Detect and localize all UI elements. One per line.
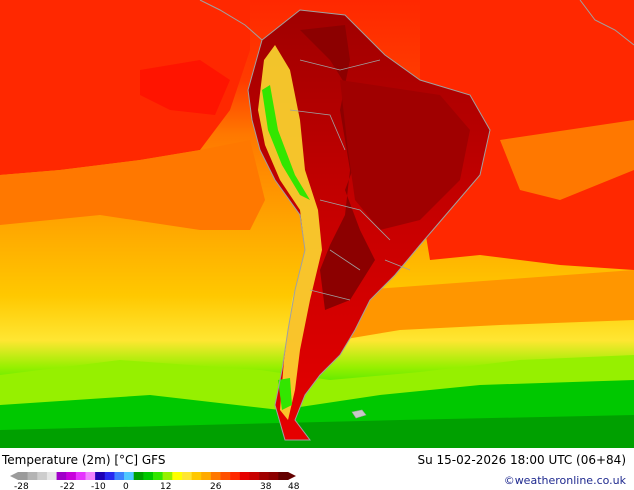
- scale-swatch: [249, 472, 260, 480]
- scale-arrow-right: [288, 472, 296, 480]
- scale-swatch: [239, 472, 250, 480]
- ocean-hot-band-west: [0, 0, 250, 175]
- scale-tick-label: 48: [288, 482, 300, 490]
- scale-swatch: [114, 472, 125, 480]
- patagonia-green: [278, 378, 292, 410]
- scale-swatch: [104, 472, 115, 480]
- scale-tick-label: -22: [60, 482, 75, 490]
- scale-swatch: [210, 472, 221, 480]
- scale-tick-label: -10: [91, 482, 106, 490]
- scale-tick-label: 26: [210, 482, 222, 490]
- ocean-orange-band-south: [340, 270, 634, 340]
- scale-swatch: [201, 472, 212, 480]
- map-footer: Temperature (2m) [°C] GFS Su 15-02-2026 …: [0, 448, 634, 490]
- scale-swatch: [259, 472, 270, 480]
- scale-swatch: [27, 472, 38, 480]
- scale-swatch: [37, 472, 48, 480]
- falkland-islands: [351, 409, 367, 419]
- scale-swatch: [56, 472, 67, 480]
- scale-swatch: [18, 472, 28, 480]
- country-borders: [289, 59, 411, 301]
- scale-arrow-left: [10, 472, 18, 480]
- scale-tick-label: -28: [14, 482, 29, 490]
- scale-swatch: [230, 472, 241, 480]
- andes-green-strip: [262, 85, 310, 200]
- scale-swatch: [181, 472, 192, 480]
- scale-swatch: [172, 472, 183, 480]
- ocean-colder-band: [0, 415, 634, 448]
- scale-swatch: [85, 472, 96, 480]
- scale-swatch: [46, 472, 57, 480]
- ocean-orange-east: [500, 120, 634, 200]
- scale-swatch: [75, 472, 86, 480]
- ocean-hot-band-east: [420, 0, 634, 270]
- map-title: Temperature (2m) [°C] GFS: [2, 453, 166, 467]
- scale-tick-label: 38: [260, 482, 272, 490]
- credit-link[interactable]: ©weatheronline.co.uk: [503, 474, 626, 487]
- land-dark-core: [340, 80, 470, 230]
- color-scale: -28 -22 -10 0 12 26 38 48: [10, 472, 300, 490]
- scale-tick-label: 0: [123, 482, 129, 490]
- scale-swatch: [278, 472, 289, 480]
- central-america-outline: [199, 0, 263, 41]
- scale-swatch: [95, 472, 106, 480]
- scale-swatch: [66, 472, 77, 480]
- temperature-map: [0, 0, 634, 448]
- scale-swatch: [124, 472, 135, 480]
- scale-tick-label: 12: [160, 482, 171, 490]
- scale-swatch: [143, 472, 154, 480]
- ocean-orange-pacific: [0, 140, 265, 230]
- scale-swatch: [191, 472, 202, 480]
- scale-swatch: [268, 472, 279, 480]
- scale-swatch: [153, 472, 163, 480]
- ocean-red-patch: [140, 60, 230, 115]
- forecast-datetime: Su 15-02-2026 18:00 UTC (06+84): [417, 453, 626, 467]
- africa-outline: [579, 0, 634, 46]
- scale-swatch: [162, 472, 173, 480]
- scale-swatch: [133, 472, 144, 480]
- scale-swatch: [220, 472, 231, 480]
- coastline: [247, 9, 491, 441]
- land-very-hot-region: [300, 25, 375, 310]
